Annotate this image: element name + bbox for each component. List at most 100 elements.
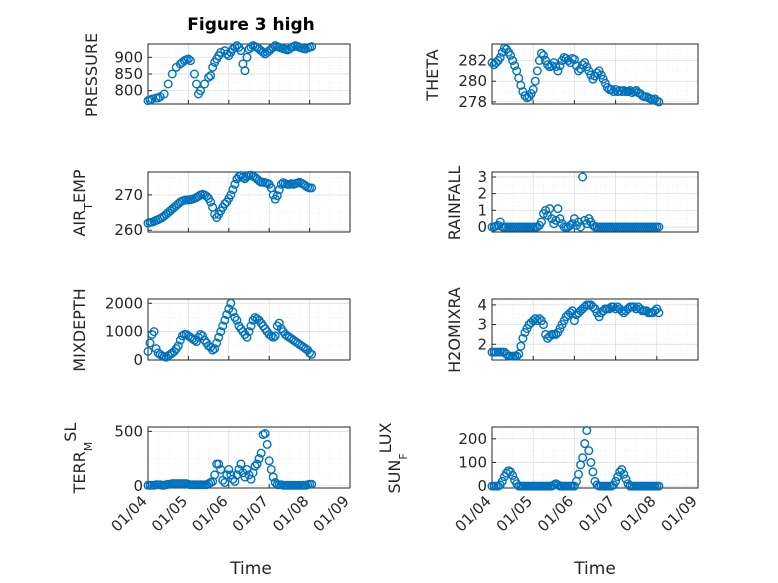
data-point bbox=[173, 341, 183, 351]
y-tick-label: 1 bbox=[477, 201, 487, 219]
axes-border-theta bbox=[491, 43, 699, 105]
data-point bbox=[228, 185, 238, 195]
y-tick-label: 260 bbox=[114, 221, 143, 239]
data-point bbox=[204, 72, 214, 82]
data-point bbox=[214, 459, 224, 469]
data-point bbox=[629, 302, 639, 312]
data-point bbox=[167, 69, 177, 79]
data-point bbox=[582, 426, 592, 436]
data-point bbox=[516, 80, 526, 90]
x-tick-label: 01/07 bbox=[575, 492, 618, 535]
data-point bbox=[230, 179, 240, 189]
data-point bbox=[534, 314, 544, 324]
data-point bbox=[506, 50, 516, 60]
x-tick-label: 01/06 bbox=[188, 492, 231, 535]
data-point bbox=[244, 327, 254, 337]
y-tick-label: 280 bbox=[458, 72, 487, 90]
xlabel-right: Time bbox=[573, 559, 616, 579]
y-tick-label: 200 bbox=[458, 430, 487, 448]
data-point bbox=[532, 316, 542, 326]
data-point bbox=[621, 474, 631, 484]
data-point bbox=[569, 55, 579, 65]
ylabel-pressure-text: PRESSURE bbox=[82, 33, 101, 117]
data-point bbox=[208, 62, 218, 72]
data-point bbox=[236, 46, 246, 56]
axes-border-h2omixra bbox=[491, 298, 699, 361]
y-tick-label: 0 bbox=[133, 351, 143, 369]
data-point bbox=[578, 172, 588, 182]
data-point bbox=[216, 47, 226, 57]
data-point bbox=[177, 331, 187, 341]
data-point bbox=[226, 190, 236, 200]
data-point bbox=[617, 306, 627, 316]
data-point bbox=[268, 472, 278, 482]
axes-border-rainfall bbox=[491, 171, 699, 233]
data-point bbox=[497, 476, 507, 486]
data-point bbox=[650, 306, 660, 316]
data-point bbox=[242, 332, 252, 342]
data-point bbox=[565, 220, 575, 230]
data-point bbox=[305, 348, 315, 358]
data-point bbox=[246, 42, 256, 52]
data-point bbox=[264, 456, 274, 466]
data-point bbox=[246, 321, 256, 331]
axes-theta: 278 280 282 bbox=[458, 43, 699, 111]
data-point bbox=[191, 337, 201, 347]
x-tick-label: 01/07 bbox=[229, 492, 272, 535]
data-point bbox=[307, 183, 317, 193]
data-point bbox=[574, 217, 584, 227]
data-point bbox=[232, 315, 242, 325]
data-point bbox=[163, 79, 173, 89]
ylabel-terr-msl: TERRMSL bbox=[61, 423, 95, 495]
data-point bbox=[268, 190, 278, 200]
data-point bbox=[606, 85, 616, 95]
data-point bbox=[268, 332, 278, 342]
series-sun-flux bbox=[487, 426, 664, 491]
ylabel-rainfall: RAINFALL bbox=[445, 166, 464, 241]
y-tick-label: 900 bbox=[114, 48, 143, 66]
y-tick-label: 270 bbox=[114, 186, 143, 204]
data-point bbox=[609, 302, 619, 312]
x-tick-label: 01/05 bbox=[493, 492, 536, 535]
data-point bbox=[611, 85, 621, 95]
x-tick-label: 01/06 bbox=[534, 492, 577, 535]
data-point bbox=[260, 429, 270, 439]
y-tick-label: 3 bbox=[477, 168, 487, 186]
ylabel-pressure: PRESSURE bbox=[82, 33, 101, 117]
data-point bbox=[528, 85, 538, 95]
series-mixdepth bbox=[143, 298, 317, 362]
data-point bbox=[254, 454, 264, 464]
data-point bbox=[238, 172, 248, 182]
data-point bbox=[307, 479, 317, 489]
data-point bbox=[206, 71, 216, 81]
data-point bbox=[574, 66, 584, 76]
data-point bbox=[536, 217, 546, 227]
ylabel-air-temp: AIRTEMP bbox=[70, 169, 95, 236]
x-tick-label: 01/08 bbox=[269, 492, 312, 535]
data-point bbox=[159, 89, 169, 99]
data-point bbox=[578, 453, 588, 463]
data-point bbox=[198, 331, 208, 341]
data-point bbox=[543, 60, 553, 70]
ylabel-air-temp-text: AIRTEMP bbox=[70, 169, 95, 236]
axes-h2omixra: 23 4 bbox=[477, 296, 699, 361]
data-point bbox=[631, 304, 641, 314]
data-point bbox=[307, 42, 317, 52]
data-point bbox=[588, 467, 598, 477]
y-tick-label: 0 bbox=[477, 477, 487, 495]
data-point bbox=[611, 476, 621, 486]
axes-border-mixdepth bbox=[147, 298, 351, 361]
data-point bbox=[274, 185, 284, 195]
ylabel-mixdepth: MIXDEPTH bbox=[70, 288, 89, 371]
data-point bbox=[654, 481, 664, 491]
data-point bbox=[487, 58, 497, 68]
series-pressure bbox=[143, 41, 317, 106]
y-tick-label: 282 bbox=[458, 52, 487, 70]
data-point bbox=[270, 331, 280, 341]
ylabel-mixdepth-text: MIXDEPTH bbox=[70, 288, 89, 371]
data-point bbox=[183, 54, 193, 64]
data-point bbox=[208, 345, 218, 355]
data-point bbox=[654, 222, 664, 232]
data-point bbox=[617, 465, 627, 475]
